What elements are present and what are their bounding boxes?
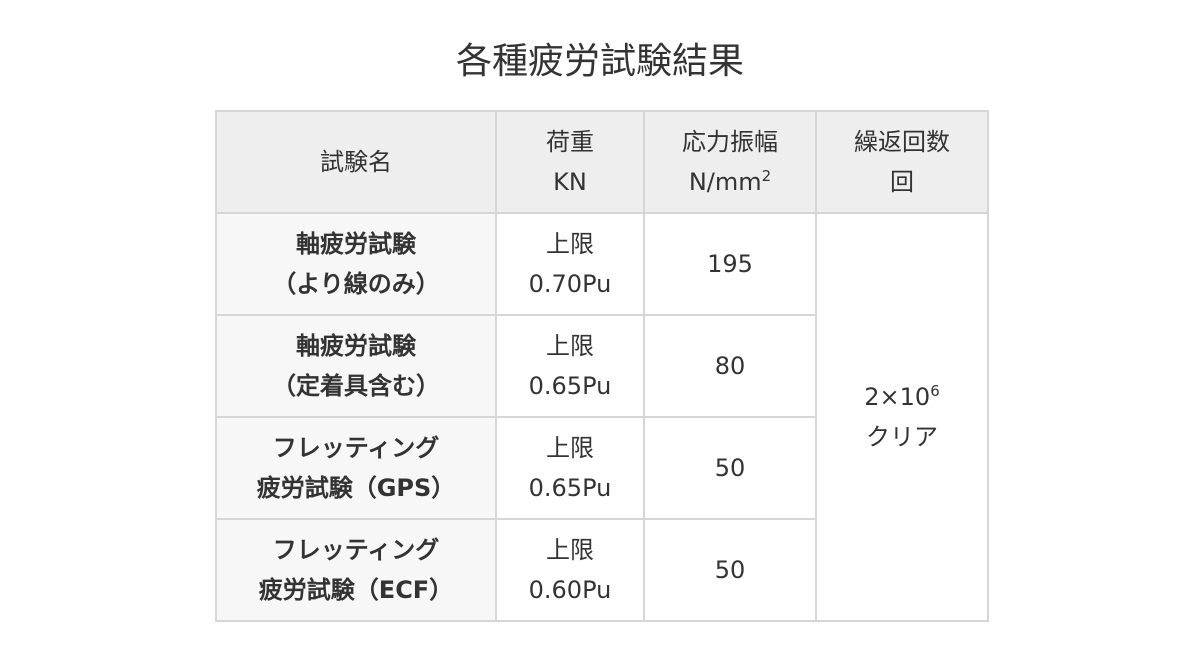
- header-stress-unit: N/mm2: [645, 162, 815, 202]
- test-name-cell: フレッティング 疲労試験（GPS）: [215, 416, 497, 520]
- header-stress: 応力振幅 N/mm2: [643, 110, 817, 214]
- header-load-unit: KN: [553, 168, 587, 196]
- test-name-cell: 軸疲労試験 （定着具含む）: [215, 314, 497, 418]
- load-line2: 0.65Pu: [528, 372, 612, 400]
- fatigue-test-results-table: 試験名 荷重 KN 応力振幅 N/mm2 繰返回数 回 軸疲労試験 （より線のみ…: [215, 110, 989, 622]
- header-load-label: 荷重: [546, 128, 594, 156]
- page-title: 各種疲労試験結果: [455, 41, 744, 82]
- cycles-value: 2×106: [817, 377, 987, 417]
- stress-cell: 195: [643, 212, 817, 316]
- header-stress-unit-exponent: 2: [761, 167, 772, 185]
- header-stress-label: 応力振幅: [682, 128, 778, 156]
- load-line2: 0.65Pu: [528, 474, 612, 502]
- test-name-line1: 軸疲労試験: [296, 230, 416, 258]
- header-test-name: 試験名: [215, 110, 497, 214]
- stress-cell: 80: [643, 314, 817, 418]
- load-cell: 上限 0.65Pu: [495, 314, 645, 418]
- load-cell: 上限 0.70Pu: [495, 212, 645, 316]
- table-row: フレッティング 疲労試験（GPS） 上限 0.65Pu 50: [215, 416, 988, 520]
- stress-cell: 50: [643, 416, 817, 520]
- table-body: 軸疲労試験 （より線のみ） 上限 0.70Pu 195 2×106 クリア 軸疲…: [215, 212, 989, 622]
- test-name-line1: フレッティング: [272, 536, 440, 564]
- test-name-cell: フレッティング 疲労試験（ECF）: [215, 518, 497, 622]
- cycles-exponent: 6: [930, 382, 940, 400]
- test-name-line2: （より線のみ）: [272, 270, 440, 298]
- load-cell: 上限 0.60Pu: [495, 518, 645, 622]
- test-name-line1: フレッティング: [272, 434, 440, 462]
- load-line1: 上限: [546, 536, 594, 564]
- load-cell: 上限 0.65Pu: [495, 416, 645, 520]
- header-cycles-unit: 回: [890, 168, 914, 196]
- test-name-line2: 疲労試験（ECF）: [258, 576, 454, 604]
- header-cycles-label: 繰返回数: [854, 128, 950, 156]
- test-name-line2: 疲労試験（GPS）: [256, 474, 456, 502]
- table-row: 軸疲労試験 （より線のみ） 上限 0.70Pu 195 2×106 クリア: [215, 212, 989, 622]
- load-line1: 上限: [546, 434, 594, 462]
- table-header: 試験名 荷重 KN 応力振幅 N/mm2 繰返回数 回: [215, 110, 989, 214]
- table-row: フレッティング 疲労試験（ECF） 上限 0.60Pu 50: [215, 518, 988, 622]
- load-line2: 0.60Pu: [528, 576, 612, 604]
- cycles-cell: 2×106 クリア: [815, 212, 989, 622]
- header-stress-unit-base: N/mm: [688, 168, 762, 196]
- header-cycles: 繰返回数 回: [815, 110, 989, 214]
- table-row: 軸疲労試験 （定着具含む） 上限 0.65Pu 80: [215, 314, 988, 418]
- load-line1: 上限: [546, 230, 594, 258]
- cycles-result: クリア: [866, 423, 938, 451]
- load-line1: 上限: [546, 332, 594, 360]
- test-name-line1: 軸疲労試験: [296, 332, 416, 360]
- header-row: 試験名 荷重 KN 応力振幅 N/mm2 繰返回数 回: [215, 110, 989, 214]
- test-name-line2: （定着具含む）: [272, 372, 440, 400]
- header-test-name-label: 試験名: [320, 148, 392, 176]
- stress-cell: 50: [643, 518, 817, 622]
- header-load: 荷重 KN: [495, 110, 645, 214]
- load-line2: 0.70Pu: [528, 270, 612, 298]
- cycles-base: 2×10: [864, 383, 931, 411]
- test-name-cell: 軸疲労試験 （より線のみ）: [215, 212, 497, 316]
